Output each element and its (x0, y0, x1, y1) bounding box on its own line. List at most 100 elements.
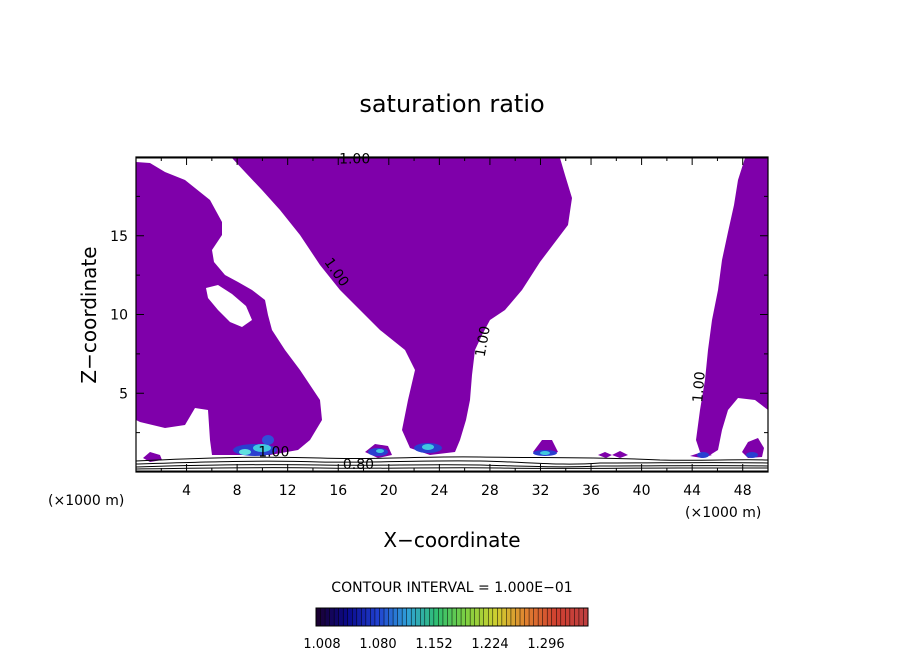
colorbar-swatch (402, 608, 407, 626)
y-tick-label: 5 (119, 386, 128, 402)
colorbar-label: 1.080 (359, 637, 396, 652)
x-axis: 4 8 12 16 20 24 28 32 36 40 44 48 (160, 157, 752, 499)
colorbar-swatch (556, 608, 562, 626)
y-tick-label: 15 (110, 229, 128, 245)
colorbar-swatch (488, 608, 494, 626)
colorbar-swatch (365, 608, 371, 626)
region-blob-5 (612, 451, 628, 458)
colorbar-label: 1.296 (527, 637, 564, 652)
chart-title: saturation ratio (359, 90, 544, 118)
hotspot (422, 444, 434, 450)
colorbar-swatch (479, 608, 485, 626)
y-axis: 5 10 15 (110, 195, 768, 434)
high-saturation-spots (233, 435, 758, 458)
colorbar-swatch (316, 608, 321, 626)
colorbar-swatch (397, 608, 403, 626)
hotspot (376, 449, 384, 453)
colorbar-swatch (574, 608, 580, 626)
colorbar-swatch (429, 608, 435, 626)
contour-line (135, 464, 769, 468)
colorbar-swatch (569, 608, 575, 626)
colorbar-swatch (420, 608, 426, 626)
y-tick-label: 10 (110, 308, 128, 324)
colorbar-swatch (474, 608, 480, 626)
contour-label: 1.00 (339, 152, 370, 168)
colorbar-swatch (393, 608, 398, 626)
hotspot (540, 451, 550, 455)
colorbar-swatch (578, 608, 584, 626)
x-tick-label: 12 (279, 483, 297, 499)
region-blob-6 (742, 438, 764, 458)
colorbar-swatch (338, 608, 344, 626)
colorbar-swatch (542, 608, 548, 626)
colorbar-swatch (325, 608, 330, 626)
x-tick-label: 4 (182, 483, 191, 499)
region-hole (206, 285, 252, 327)
plot-area: 1.001.001.001.001.000.80 (135, 152, 769, 473)
x-unit-right: (×1000 m) (685, 505, 761, 521)
colorbar-swatch (438, 608, 444, 626)
colorbar-swatch (343, 608, 349, 626)
colorbar (315, 607, 589, 627)
colorbar-swatch (384, 608, 389, 626)
colorbar-swatch (583, 608, 589, 626)
region-center (232, 158, 572, 455)
x-tick-label: 8 (233, 483, 242, 499)
colorbar-label: 1.152 (415, 637, 452, 652)
hotspot (239, 449, 251, 455)
colorbar-swatch (447, 608, 453, 626)
colorbar-swatch (565, 608, 571, 626)
region-right (696, 158, 768, 455)
y-axis-title: Z−coordinate (77, 246, 101, 383)
colorbar-swatch (452, 608, 457, 626)
colorbar-labels: 1.008 1.080 1.152 1.224 1.296 (303, 637, 564, 652)
x-tick-label: 36 (582, 483, 600, 499)
contour-line (135, 456, 769, 462)
colorbar-swatch (470, 608, 475, 626)
colorbar-swatch (320, 608, 326, 626)
colorbar-swatch (347, 608, 353, 626)
contour-line (135, 460, 769, 465)
contour-label: 1.00 (258, 445, 289, 461)
colorbar-swatch (370, 608, 376, 626)
colorbar-swatch (334, 608, 339, 626)
colorbar-swatch (415, 608, 421, 626)
colorbar-label: 1.224 (471, 637, 508, 652)
x-tick-label: 44 (683, 483, 701, 499)
x-tick-label: 16 (329, 483, 347, 499)
x-tick-label: 28 (481, 483, 499, 499)
colorbar-swatch (465, 608, 471, 626)
contour-label: 0.80 (343, 457, 374, 473)
colorbar-swatch (506, 608, 512, 626)
colorbar-swatch (497, 608, 503, 626)
colorbar-swatch (329, 608, 335, 626)
colorbar-swatch (461, 608, 466, 626)
colorbar-swatch (356, 608, 362, 626)
colorbar-swatch (529, 608, 534, 626)
x-tick-label: 20 (380, 483, 398, 499)
colorbar-swatch (538, 608, 543, 626)
colorbar-swatch (524, 608, 530, 626)
colorbar-label: 1.008 (303, 637, 340, 652)
colorbar-swatch (515, 608, 521, 626)
contour-label: 1.00 (473, 325, 494, 358)
colorbar-swatch (520, 608, 525, 626)
colorbar-swatch (433, 608, 439, 626)
colorbar-swatch (551, 608, 557, 626)
colorbar-swatch (547, 608, 553, 626)
colorbar-swatch (560, 608, 566, 626)
colorbar-swatch (492, 608, 498, 626)
colorbar-swatch (501, 608, 507, 626)
colorbar-swatch (533, 608, 539, 626)
colorbar-swatch (388, 608, 394, 626)
region-blob-1 (143, 452, 162, 462)
colorbar-swatch (361, 608, 367, 626)
x-tick-label: 24 (430, 483, 448, 499)
x-tick-label: 40 (633, 483, 651, 499)
colorbar-swatch (411, 608, 417, 626)
x-tick-label: 48 (734, 483, 752, 499)
colorbar-swatch (510, 608, 516, 626)
colorbar-swatch (483, 608, 489, 626)
colorbar-swatch (374, 608, 380, 626)
